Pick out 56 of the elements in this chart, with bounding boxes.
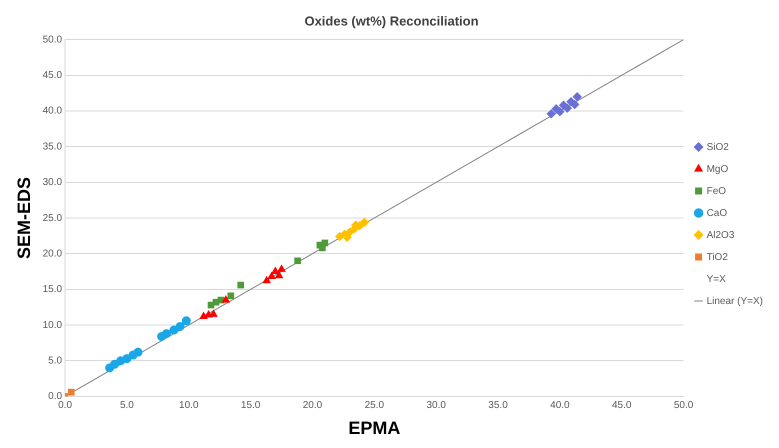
point [182, 316, 191, 326]
x-tick-label: 35.0 [488, 400, 508, 412]
y-tick-label: 30.0 [42, 177, 62, 188]
y-tick-label: 15.0 [42, 284, 62, 296]
point [572, 92, 582, 102]
point [546, 109, 556, 118]
legend-label: MgO [706, 164, 728, 175]
point [134, 348, 143, 357]
x-tick-label: 15.0 [240, 400, 261, 412]
point [262, 276, 271, 284]
point [271, 267, 280, 274]
x-tick-label: 25.0 [364, 400, 384, 412]
legend-label: Linear (Y=X) [706, 296, 764, 307]
point [278, 264, 286, 272]
point [176, 322, 185, 331]
y-tick-label: 35.0 [42, 141, 62, 152]
point [294, 257, 301, 264]
x-tick-label: 45.0 [612, 400, 632, 412]
y-tick-label: 20.0 [42, 248, 62, 260]
point [275, 271, 284, 278]
point [200, 312, 208, 319]
point [237, 282, 244, 288]
x-tick-label: 40.0 [550, 400, 570, 412]
y-tick-label: 0.0 [48, 391, 62, 402]
x-tick-label: 5.0 [120, 400, 134, 412]
y-tick-label: 10.0 [42, 320, 62, 331]
point [162, 329, 171, 338]
x-tick-label: 20.0 [302, 400, 323, 412]
point [122, 354, 132, 364]
y-tick-label: 40.0 [42, 106, 62, 117]
point [322, 240, 328, 246]
x-tick-label: 0.0 [58, 400, 72, 412]
point [210, 310, 218, 317]
point [208, 302, 214, 308]
x-tick-label: 30.0 [426, 400, 446, 412]
legend-label: Al2O3 [706, 230, 735, 241]
legend-label: FeO [706, 186, 726, 197]
chart-title: Oxides (wt%) Reconciliation [304, 13, 479, 28]
legend-label: SiO2 [706, 142, 730, 153]
text: Y=X [706, 274, 726, 285]
point [268, 272, 276, 280]
x-axis-title: EPMA [348, 418, 400, 438]
y-tick-label: 45.0 [42, 70, 62, 82]
point [222, 296, 230, 303]
x-tick-label: 10.0 [179, 400, 199, 412]
legend-label: CaO [706, 208, 728, 219]
point [169, 326, 178, 335]
point [360, 218, 369, 227]
y-tick-label: 50.0 [42, 34, 62, 46]
point [228, 292, 234, 300]
x-tick-label: 50.0 [674, 400, 694, 412]
point [345, 228, 354, 237]
y-tick-label: 5.0 [48, 355, 62, 366]
legend-label: TiO2 [706, 252, 728, 263]
y-tick-label: 25.0 [42, 212, 62, 224]
y-axis-title: SEM-EDS [14, 176, 34, 260]
